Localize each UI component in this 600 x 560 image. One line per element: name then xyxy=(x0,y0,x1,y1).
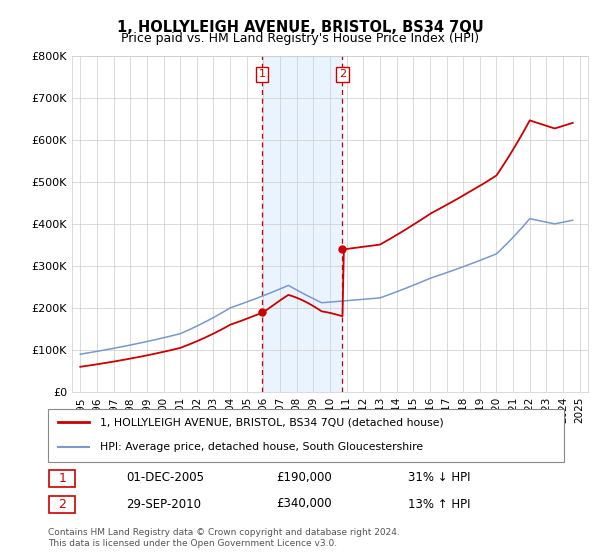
Text: 1, HOLLYLEIGH AVENUE, BRISTOL, BS34 7QU (detached house): 1, HOLLYLEIGH AVENUE, BRISTOL, BS34 7QU … xyxy=(100,417,443,427)
Bar xyxy=(262,56,343,392)
Text: 2: 2 xyxy=(58,498,67,511)
Text: This data is licensed under the Open Government Licence v3.0.: This data is licensed under the Open Gov… xyxy=(48,539,337,548)
Text: 31% ↓ HPI: 31% ↓ HPI xyxy=(408,471,470,484)
Text: 2: 2 xyxy=(339,69,346,80)
Text: 1: 1 xyxy=(259,69,266,80)
Text: £340,000: £340,000 xyxy=(276,497,332,511)
Text: 1: 1 xyxy=(58,472,67,485)
FancyBboxPatch shape xyxy=(48,409,564,462)
Text: 29-SEP-2010: 29-SEP-2010 xyxy=(126,497,201,511)
Text: Contains HM Land Registry data © Crown copyright and database right 2024.: Contains HM Land Registry data © Crown c… xyxy=(48,528,400,536)
Text: 1, HOLLYLEIGH AVENUE, BRISTOL, BS34 7QU: 1, HOLLYLEIGH AVENUE, BRISTOL, BS34 7QU xyxy=(116,20,484,35)
Text: Price paid vs. HM Land Registry's House Price Index (HPI): Price paid vs. HM Land Registry's House … xyxy=(121,32,479,45)
Text: £190,000: £190,000 xyxy=(276,471,332,484)
Text: 01-DEC-2005: 01-DEC-2005 xyxy=(126,471,204,484)
FancyBboxPatch shape xyxy=(49,496,76,513)
FancyBboxPatch shape xyxy=(49,470,76,487)
Text: HPI: Average price, detached house, South Gloucestershire: HPI: Average price, detached house, Sout… xyxy=(100,442,423,452)
Text: 13% ↑ HPI: 13% ↑ HPI xyxy=(408,497,470,511)
